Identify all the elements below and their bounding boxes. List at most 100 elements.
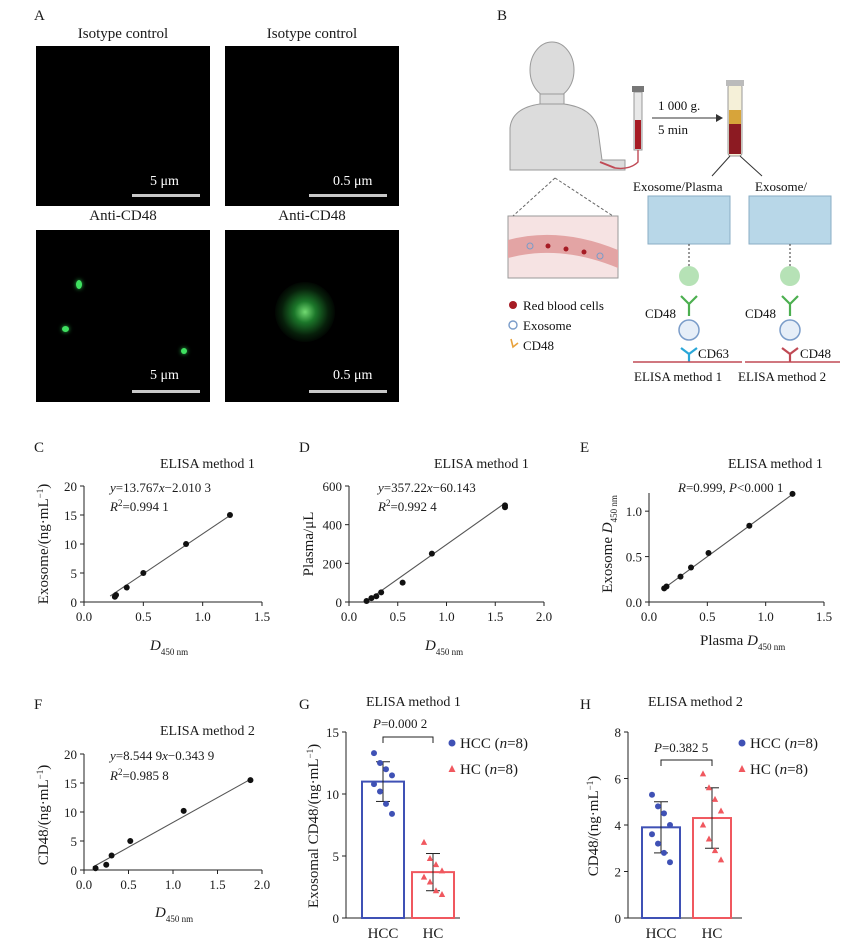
data-point [677,573,684,580]
y-tick-label: 400 [323,518,343,533]
panel-label-d: D [299,440,310,456]
x-tick-label: 0.0 [641,609,657,624]
chart-title: ELISA method 2 [160,724,255,739]
data-point [432,861,440,868]
micrograph-title-anti-cd48-left: Anti-CD48 [89,208,157,224]
x-tick-label: 1.0 [165,877,181,892]
data-point [368,595,375,602]
x-tick-label: HCC [646,926,677,942]
data-point [383,800,389,807]
y-axis-label: CD48/(ng·mL−1) [585,776,602,876]
r-squared: R2=0.994 1 [109,498,169,514]
regression-equation: y=8.544 9x−0.343 9 [108,748,214,763]
legend-marker [738,765,746,772]
panel-label-h: H [580,697,591,713]
data-point [649,791,655,798]
y-tick-label: 20 [64,747,77,762]
data-point [180,807,187,814]
data-point [92,865,99,872]
data-point [226,512,233,518]
micrograph-title-isotype-right: Isotype control [266,26,358,42]
data-point [108,852,115,859]
chart-title: ELISA method 1 [366,695,461,710]
syringe-icon [614,86,644,170]
data-point [183,541,190,547]
rbc-legend-icon [509,301,517,309]
x-tick-label: HC [423,926,444,942]
y-axis-label: CD48/(ng·mL−1) [35,765,52,865]
branch-label-exosome: Exosome/ [755,179,807,194]
data-point [502,504,508,511]
vessel-band [508,234,618,268]
x-axis-label: D450 nm [424,638,463,657]
data-point [377,760,383,766]
y-tick-label: 15 [64,776,77,791]
legend-label: HC (n=8) [750,762,808,778]
y-tick-label: 1.0 [626,504,642,519]
panel-label-f: F [34,697,43,713]
capture-antibody-icon [781,295,799,316]
antibody-icon [679,266,699,286]
y-tick-label: 0 [615,911,622,926]
x-tick-label: 2.0 [536,609,552,624]
data-point [717,807,725,814]
x-tick-label: 1.0 [758,609,774,624]
arrow-head [716,114,723,122]
x-tick-label: 2.0 [254,877,270,892]
data-point [363,598,370,605]
chart-title: ELISA method 2 [648,695,743,710]
data-point [661,585,668,592]
scale-bar [132,390,200,393]
y-tick-label: 0 [336,595,343,610]
micrograph-anti-cd48-0-5um: 0.5 μm [225,230,399,402]
y-tick-label: 0.5 [626,550,642,565]
cd48-legend-icon [510,338,519,349]
y-tick-label: 20 [64,479,77,494]
chart-c-plot: 0.0 0.5 1.0 1.5 0 5 10 15 20 [64,479,270,624]
micrograph-anti-cd48-5um: 5 μm [36,230,210,402]
y-tick-label: 0 [333,911,340,926]
chart-e-plot: 0.0 0.5 1.0 1.5 0.0 0.5 1.0 [626,490,832,624]
data-point [378,589,385,596]
bar-hcc [641,826,681,920]
data-point [371,781,377,788]
scale-label: 5 μm [150,174,179,189]
centrifuge-tube-icon [726,80,744,157]
x-tick-label: HCC [368,926,399,942]
significance-bracket [660,759,713,766]
data-point [113,592,120,599]
y-tick-label: 10 [64,805,77,820]
fit-line [365,502,506,603]
y-axis-label: Exosomal CD48/(ng·mL−1) [305,744,322,908]
regression-equation: y=13.767x−2.010 3 [108,480,211,495]
x-tick-label: 0.0 [341,609,357,624]
y-tick-label: 2 [615,865,622,880]
data-point [426,878,434,885]
micrograph-isotype-0-5um: 0.5 μm [225,46,399,206]
scale-label: 5 μm [150,368,179,383]
scale-label: 0.5 μm [333,368,373,383]
legend-exosome: Exosome [523,318,572,333]
y-axis-label: Exosome/(ng·mL−1) [35,484,52,604]
data-point [705,835,713,842]
exosome-icon [678,319,700,341]
y-tick-label: 0.0 [626,595,642,610]
fluorescent-spot [62,326,69,332]
x-tick-label: HC [702,926,723,942]
scale-bar [309,194,387,197]
data-point [399,579,406,586]
x-tick-label: 1.5 [254,609,270,624]
scale-bar [132,194,200,197]
antibody-icon [780,266,800,286]
y-tick-label: 0 [71,863,78,878]
elisa-plate-method-2 [748,195,832,245]
legend-rbc: Red blood cells [523,298,604,313]
data-point [711,795,719,802]
correlation-stat: R=0.999, P<0.000 1 [677,480,783,495]
r-squared: R2=0.992 4 [377,498,437,514]
y-tick-label: 5 [71,566,78,581]
chart-f-plot: 0.0 0.5 1.0 1.5 2.0 0 5 10 15 20 [64,747,270,892]
significance-bracket [382,736,434,743]
data-point [667,822,673,828]
data-point [127,838,134,844]
